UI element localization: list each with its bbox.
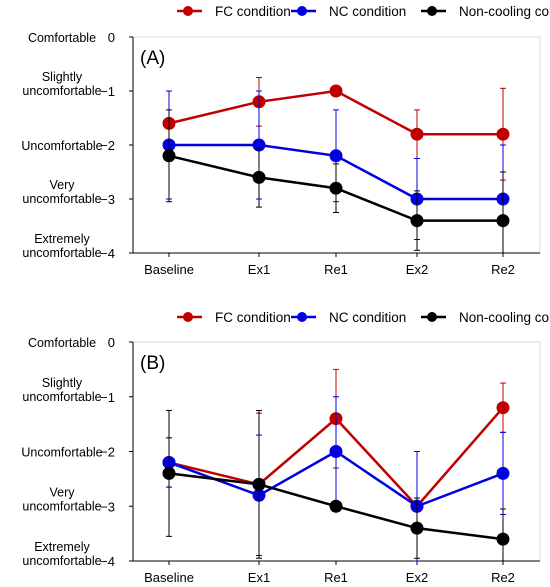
y-category-label: uncomfortable	[22, 554, 101, 568]
legend-label: Non-cooling condition	[459, 4, 550, 19]
x-tick-label: Re1	[324, 262, 348, 277]
panel-1: 0−1−2−3−4ComfortableSlightlyuncomfortabl…	[21, 4, 550, 277]
x-tick-label: Baseline	[144, 262, 194, 277]
y-category-label: uncomfortable	[22, 246, 101, 260]
y-category-label: Very	[49, 178, 75, 192]
x-tick-label: Re2	[491, 570, 515, 585]
data-point	[496, 214, 510, 228]
y-category-label: uncomfortable	[22, 192, 101, 206]
y-tick-label: −3	[100, 499, 115, 514]
data-point	[496, 127, 510, 141]
legend-label: Non-cooling condition	[459, 310, 550, 325]
y-tick-label: −4	[100, 554, 115, 569]
legend: FC condition NC condition Non-cooling cond…	[177, 4, 550, 19]
data-point	[410, 521, 424, 535]
legend-label: FC condition	[215, 310, 291, 325]
y-tick-label: −1	[100, 390, 115, 405]
data-point	[252, 138, 266, 152]
y-tick-label: −2	[100, 138, 115, 153]
data-point	[329, 149, 343, 163]
data-point	[496, 532, 510, 546]
data-point	[162, 149, 176, 163]
legend-label: FC condition	[215, 4, 291, 19]
panel-label: (A)	[140, 48, 165, 69]
y-tick-label: −4	[100, 246, 115, 261]
legend-marker	[183, 6, 193, 16]
data-point	[410, 127, 424, 141]
data-point	[252, 477, 266, 491]
data-point	[329, 445, 343, 458]
y-category-label: Very	[49, 485, 75, 499]
y-tick-label: 0	[108, 30, 115, 45]
x-tick-label: Re1	[324, 570, 348, 585]
x-tick-label: Ex1	[248, 262, 270, 277]
y-category-label: Extremely	[34, 540, 90, 554]
legend-marker	[183, 312, 193, 322]
data-point	[329, 181, 343, 195]
panel-label: (B)	[140, 353, 165, 374]
y-category-label: Uncomfortable	[21, 446, 102, 460]
legend-marker	[427, 312, 437, 322]
data-point	[162, 466, 176, 480]
y-category-label: Comfortable	[28, 31, 96, 45]
data-point	[252, 170, 266, 184]
panel-2: 0−1−2−3−4ComfortableSlightlyuncomfortabl…	[21, 310, 550, 585]
legend-marker	[427, 6, 437, 16]
y-tick-label: 0	[108, 335, 115, 350]
data-point	[329, 499, 343, 513]
data-point	[496, 401, 510, 415]
data-point	[496, 466, 510, 480]
y-category-label: Slightly	[42, 376, 83, 390]
x-tick-label: Baseline	[144, 570, 194, 585]
legend-marker	[297, 6, 307, 16]
legend-marker	[297, 312, 307, 322]
y-category-label: uncomfortable	[22, 84, 101, 98]
y-category-label: Comfortable	[28, 336, 96, 350]
y-tick-label: −3	[100, 192, 115, 207]
legend-label: NC condition	[329, 310, 406, 325]
x-tick-label: Ex1	[248, 570, 270, 585]
series-fc-condition	[162, 77, 510, 181]
y-tick-label: −2	[100, 445, 115, 460]
data-point	[329, 84, 343, 98]
data-point	[410, 214, 424, 228]
y-category-label: Slightly	[42, 70, 83, 84]
y-category-label: uncomfortable	[22, 499, 101, 513]
y-category-label: uncomfortable	[22, 390, 101, 404]
y-category-label: Extremely	[34, 232, 90, 246]
legend-label: NC condition	[329, 4, 406, 19]
y-tick-label: −1	[100, 84, 115, 99]
y-category-label: Uncomfortable	[21, 139, 102, 153]
legend: FC condition NC condition Non-cooling cond…	[177, 310, 550, 325]
series-non-cooling-condition	[162, 109, 510, 254]
x-tick-label: Re2	[491, 262, 515, 277]
x-tick-label: Ex2	[406, 262, 428, 277]
x-tick-label: Ex2	[406, 570, 428, 585]
series-non-cooling-condition	[162, 409, 510, 562]
